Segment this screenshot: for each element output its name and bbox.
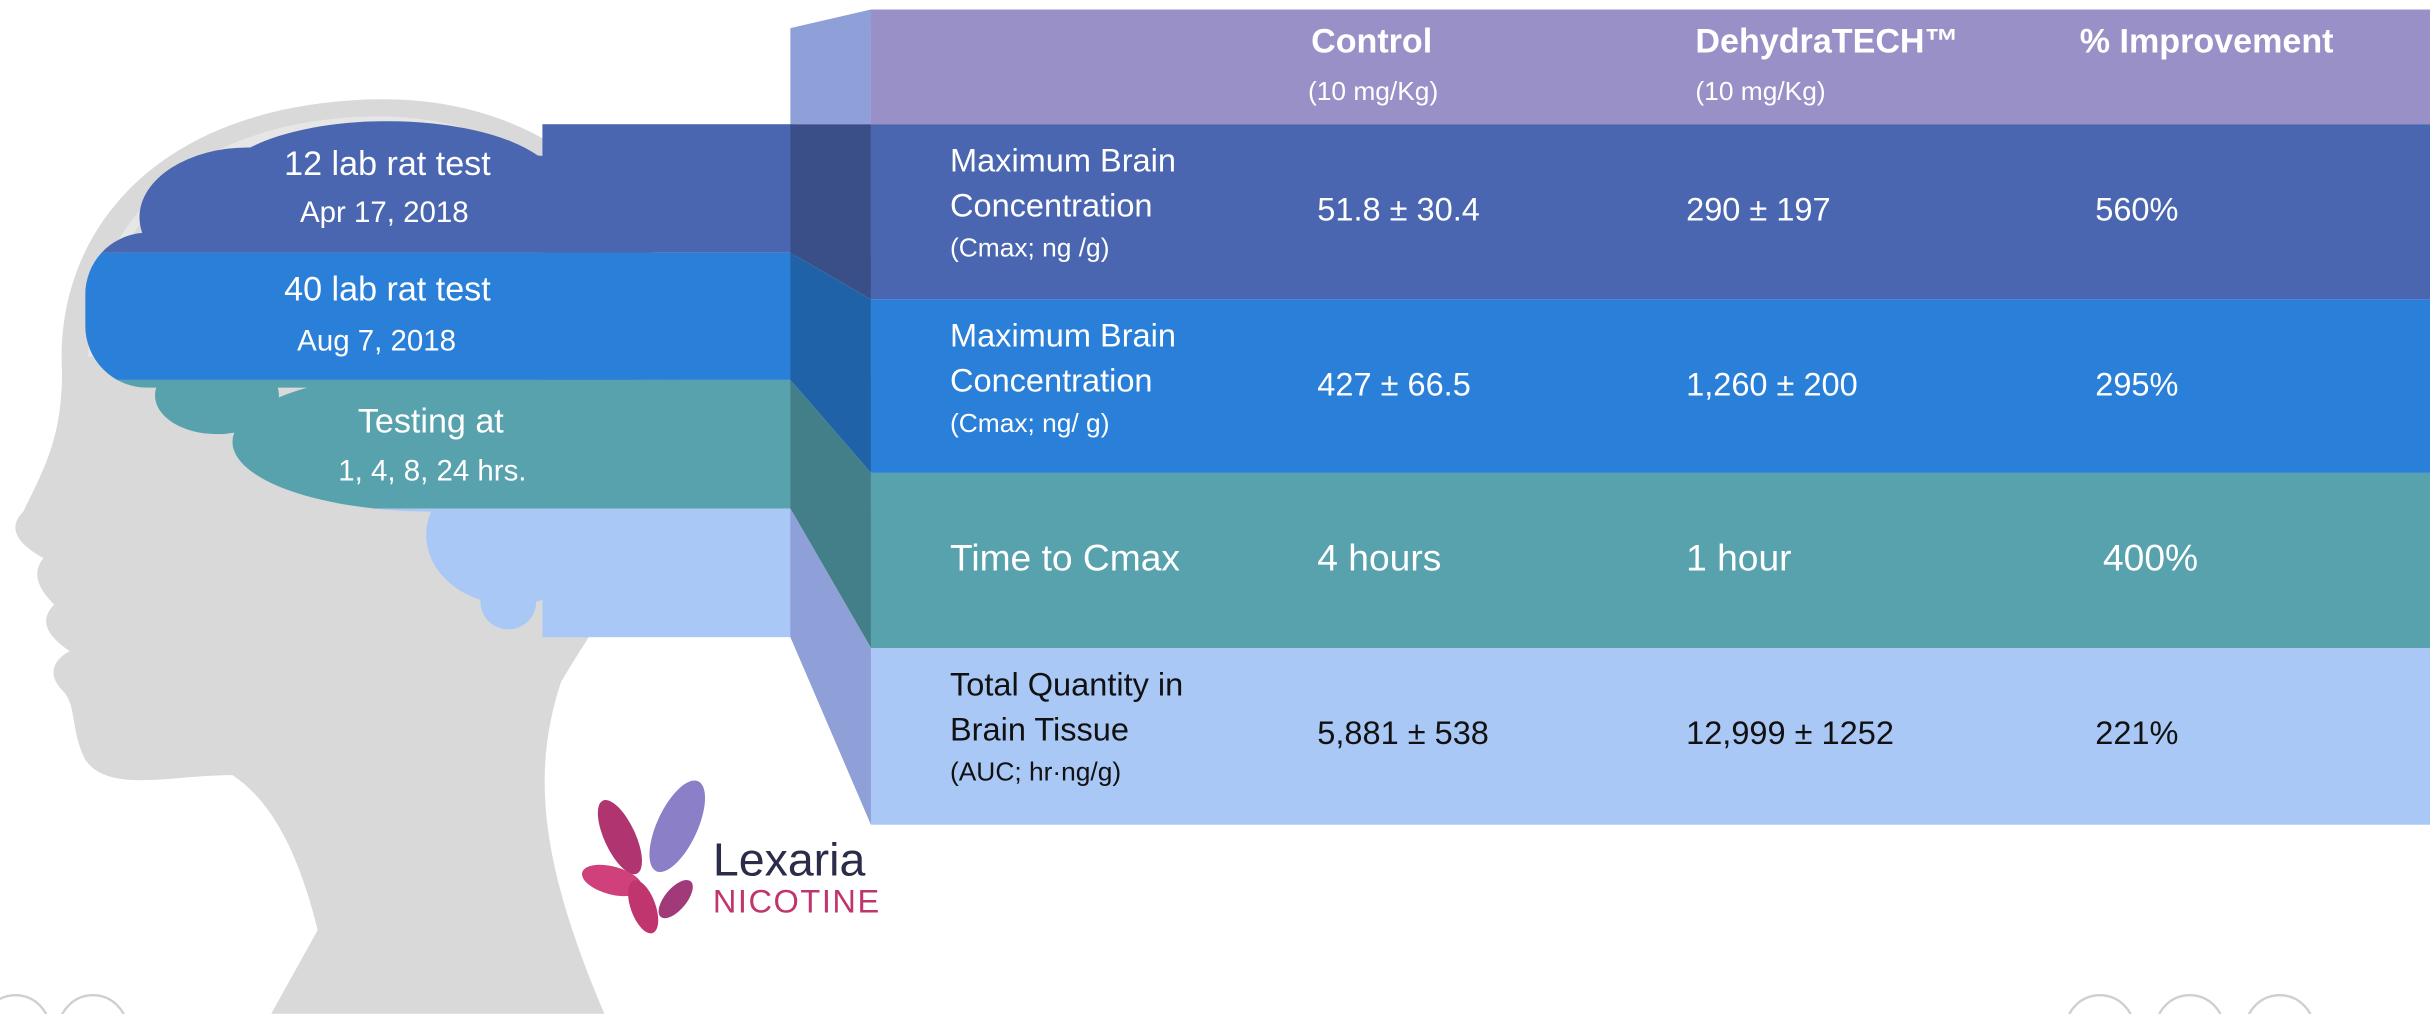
brain-label-subtitle: Aug 7, 2018 [297, 325, 456, 358]
row-label: Concentration [950, 187, 1153, 223]
table-cell: 12,999 ± 1252 [1686, 715, 1894, 751]
row-unit: (Cmax; ng /g) [950, 233, 1109, 263]
table-cell: 5,881 ± 538 [1317, 715, 1489, 751]
brain-label-subtitle: Apr 17, 2018 [300, 196, 469, 229]
row-label: Concentration [950, 363, 1153, 399]
row-unit: (AUC; hr·ng/g) [950, 757, 1121, 787]
brain-label-title: 12 lab rat test [284, 145, 491, 183]
column-header: % Improvement [2080, 23, 2334, 61]
table-cell: 1 hour [1686, 536, 1791, 578]
logo-name: Lexaria [713, 834, 866, 886]
row-label: Maximum Brain [950, 318, 1176, 354]
column-header: Control [1311, 23, 1432, 61]
column-header: DehydraTECH™ [1695, 23, 1958, 61]
column-note: (10 mg/Kg) [1308, 76, 1438, 106]
row-label: Time to Cmax [950, 536, 1180, 578]
brain-label-title: Testing at [358, 402, 504, 440]
table-cell: 400% [2103, 536, 2198, 578]
table-cell: 427 ± 66.5 [1317, 366, 1471, 402]
table-cell: 4 hours [1317, 536, 1441, 578]
table-cell: 295% [2095, 366, 2178, 402]
brain-label-subtitle: 1, 4, 8, 24 hrs. [338, 455, 526, 488]
table-cell: 221% [2095, 715, 2178, 751]
row-label: Maximum Brain [950, 143, 1176, 179]
table-cell: 290 ± 197 [1686, 191, 1831, 227]
row-unit: (Cmax; ng/ g) [950, 408, 1109, 438]
column-note: (10 mg/Kg) [1695, 76, 1825, 106]
logo-product: NICOTINE [713, 883, 881, 919]
side-panel [790, 10, 871, 125]
table-cell: 51.8 ± 30.4 [1317, 191, 1480, 227]
table-cell: 1,260 ± 200 [1686, 366, 1858, 402]
logo: Lexaria NICOTINE [579, 773, 881, 938]
row-label: Total Quantity in [950, 666, 1183, 702]
table-cell: 560% [2095, 191, 2178, 227]
brain-label-title: 40 lab rat test [284, 271, 491, 309]
page: 12 lab rat test Apr 17, 2018 40 lab rat … [0, 0, 2430, 1014]
row-label: Brain Tissue [950, 711, 1129, 747]
slide: 12 lab rat test Apr 17, 2018 40 lab rat … [0, 0, 2430, 1014]
